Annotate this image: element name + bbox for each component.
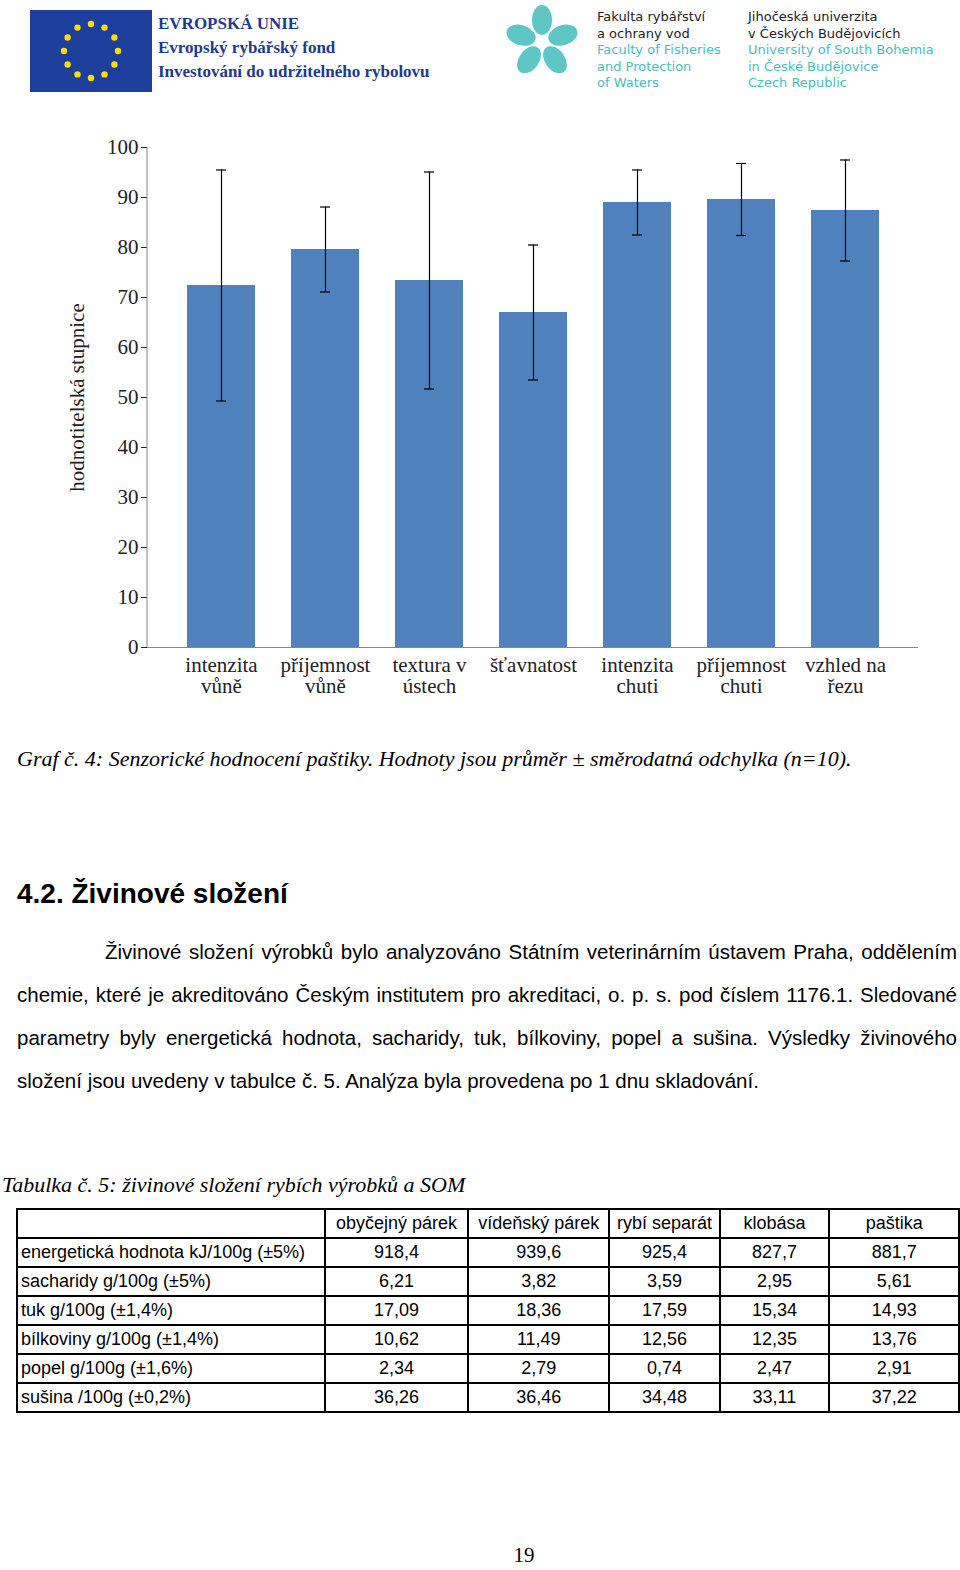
svg-text:40: 40 — [118, 435, 139, 459]
html-text:34,48: 34,48 — [642, 1387, 687, 1407]
html-text:klobása: klobása — [743, 1213, 806, 1233]
svg-text:50: 50 — [118, 385, 139, 409]
html-text:918,4: 918,4 — [374, 1242, 419, 1262]
html-text:18,36: 18,36 — [516, 1300, 562, 1320]
html-text:36,46: 36,46 — [516, 1387, 562, 1407]
html-text:0,74: 0,74 — [647, 1358, 682, 1378]
html-text:2,79: 2,79 — [521, 1358, 557, 1378]
svg-text:100: 100 — [107, 135, 139, 159]
html-text:v Českých Budějovicích: v Českých Budějovicích — [748, 25, 901, 41]
svg-text:vzhled nařezu: vzhled nařezu — [805, 653, 887, 698]
svg-text:90: 90 — [118, 185, 139, 209]
html-text:2,47: 2,47 — [756, 1358, 792, 1378]
svg-text:příjemnostchuti: příjemnostchuti — [697, 653, 787, 698]
html-text:Fakulta rybářství: Fakulta rybářství — [597, 9, 706, 24]
svg-text:textura vústech: textura vústech — [392, 653, 467, 698]
html-text:vídeňský párek: vídeňský párek — [478, 1213, 600, 1233]
html-text:14,93: 14,93 — [871, 1300, 917, 1320]
svg-text:30: 30 — [118, 485, 139, 509]
svg-text:20: 20 — [118, 535, 139, 559]
html-text:Investování do udržitelného ry: Investování do udržitelného rybolovu — [158, 62, 430, 81]
html-text:33,11: 33,11 — [752, 1387, 797, 1407]
html-text:energetická hodnota kJ/100g (±: energetická hodnota kJ/100g (±5%) — [21, 1242, 306, 1262]
html-text:13,76: 13,76 — [871, 1329, 917, 1349]
html-text:12,35: 12,35 — [751, 1329, 797, 1349]
svg-text:70: 70 — [118, 285, 139, 309]
html-text:881,7: 881,7 — [871, 1242, 917, 1262]
html-text:17,09: 17,09 — [374, 1300, 419, 1320]
html-text:4.2. Živinové složení: 4.2. Živinové složení — [17, 878, 288, 909]
html-text:rybí separát: rybí separát — [617, 1213, 712, 1233]
html-text:Faculty of Fisheries: Faculty of Fisheries — [597, 42, 721, 57]
html-text:2,95: 2,95 — [756, 1271, 792, 1291]
html-text:6,21: 6,21 — [379, 1271, 414, 1291]
html-text:827,7: 827,7 — [751, 1242, 797, 1262]
html-text:3,59: 3,59 — [647, 1271, 682, 1291]
html-text:925,4: 925,4 — [642, 1242, 687, 1262]
html-text:of Waters: of Waters — [597, 75, 659, 90]
html-text:a ochrany vod: a ochrany vod — [597, 25, 690, 41]
svg-text:hodnotitelská stupnice: hodnotitelská stupnice — [65, 303, 89, 491]
html-text:paštika: paštika — [865, 1213, 923, 1233]
html-text:and Protection: and Protection — [597, 58, 692, 74]
html-text:939,6: 939,6 — [516, 1242, 562, 1262]
html-text:37,22: 37,22 — [871, 1387, 917, 1407]
html-text:Jihočeská univerzita: Jihočeská univerzita — [748, 9, 878, 24]
svg-text:intenzitachuti: intenzitachuti — [601, 653, 674, 698]
html-text:in České Budějovice: in České Budějovice — [748, 58, 879, 74]
html-text:University of South Bohemia: University of South Bohemia — [748, 42, 934, 57]
svg-text:0: 0 — [128, 635, 139, 659]
svg-text:80: 80 — [118, 235, 139, 259]
html-text:36,26: 36,26 — [374, 1387, 419, 1407]
html-text:Živinové složení výrobků bylo: Živinové složení výrobků bylo analyzován… — [17, 940, 957, 1092]
html-text:17,59: 17,59 — [642, 1300, 687, 1320]
svg-text:šťavnatost: šťavnatost — [490, 653, 577, 677]
svg-text:příjemnostvůně: příjemnostvůně — [281, 653, 371, 698]
svg-text:10: 10 — [118, 585, 139, 609]
html-text:bílkoviny g/100g (±1,4%): bílkoviny g/100g (±1,4%) — [21, 1329, 219, 1349]
html-text:Graf č. 4: Senzorické hodnocen: Graf č. 4: Senzorické hodnocení paštiky.… — [17, 746, 852, 771]
svg-text:60: 60 — [118, 335, 139, 359]
html-text:sušina /100g (±0,2%): sušina /100g (±0,2%) — [21, 1387, 191, 1407]
html-text:Czech Republic: Czech Republic — [748, 75, 847, 90]
svg-text:intenzitavůně: intenzitavůně — [185, 653, 258, 698]
html-text:Evropský rybářský fond: Evropský rybářský fond — [158, 38, 336, 57]
html-text:EVROPSKÁ UNIE: EVROPSKÁ UNIE — [158, 14, 300, 33]
html-text:tuk g/100g (±1,4%): tuk g/100g (±1,4%) — [21, 1300, 173, 1320]
html-text:2,91: 2,91 — [876, 1358, 912, 1378]
html-text:5,61: 5,61 — [876, 1271, 912, 1291]
html-text:obyčejný párek: obyčejný párek — [336, 1213, 457, 1233]
html-text:15,34: 15,34 — [751, 1300, 797, 1320]
html-text:3,82: 3,82 — [521, 1271, 557, 1291]
html-text:19: 19 — [513, 1543, 535, 1567]
html-text:Tabulka č. 5: živinové složení: Tabulka č. 5: živinové složení rybích vý… — [2, 1172, 466, 1197]
html-text:10,62: 10,62 — [374, 1329, 419, 1349]
html-text:11,49: 11,49 — [516, 1329, 561, 1349]
html-text:2,34: 2,34 — [379, 1358, 414, 1378]
html-text:popel g/100g (±1,6%): popel g/100g (±1,6%) — [21, 1358, 193, 1378]
html-text:12,56: 12,56 — [642, 1329, 687, 1349]
html-text:sacharidy g/100g (±5%): sacharidy g/100g (±5%) — [21, 1271, 211, 1291]
